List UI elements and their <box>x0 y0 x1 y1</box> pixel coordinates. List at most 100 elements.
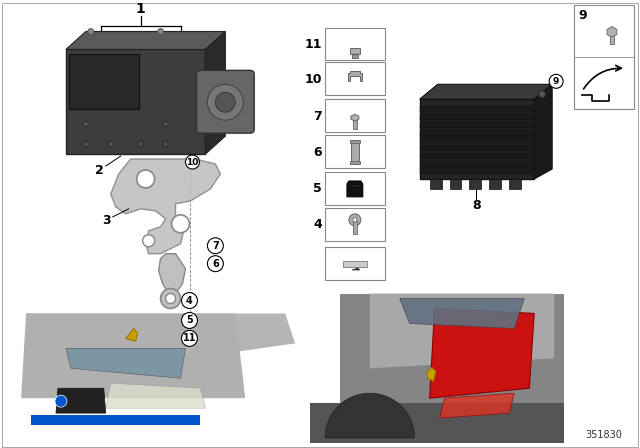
Polygon shape <box>420 161 534 167</box>
Text: 4: 4 <box>186 296 193 306</box>
Circle shape <box>356 185 358 187</box>
Text: 7: 7 <box>212 241 219 251</box>
Bar <box>350 161 360 164</box>
Bar <box>325 27 385 60</box>
Text: 351830: 351830 <box>586 430 623 440</box>
Circle shape <box>137 170 155 188</box>
Circle shape <box>163 142 168 146</box>
Circle shape <box>549 74 563 88</box>
Bar <box>325 247 385 280</box>
Circle shape <box>186 155 200 169</box>
Polygon shape <box>310 403 564 443</box>
Circle shape <box>207 238 223 254</box>
FancyBboxPatch shape <box>196 70 254 133</box>
Polygon shape <box>427 367 436 381</box>
Text: 11: 11 <box>183 333 196 344</box>
Polygon shape <box>607 26 617 38</box>
Circle shape <box>182 331 198 346</box>
Polygon shape <box>490 179 501 189</box>
Polygon shape <box>420 153 534 159</box>
Circle shape <box>207 84 243 120</box>
Polygon shape <box>470 179 481 189</box>
Text: 6: 6 <box>314 146 322 159</box>
Polygon shape <box>420 106 534 112</box>
Polygon shape <box>351 114 359 121</box>
Polygon shape <box>420 145 534 151</box>
Bar <box>353 221 357 234</box>
Circle shape <box>354 185 356 187</box>
Circle shape <box>353 218 357 222</box>
Polygon shape <box>534 84 552 179</box>
Bar <box>325 172 385 205</box>
Polygon shape <box>509 179 521 189</box>
Bar <box>325 99 385 132</box>
Bar <box>610 36 614 44</box>
Circle shape <box>207 256 223 271</box>
Polygon shape <box>6 293 305 443</box>
Polygon shape <box>429 179 442 189</box>
Bar <box>352 54 358 58</box>
Polygon shape <box>420 168 534 174</box>
Circle shape <box>161 289 180 309</box>
Polygon shape <box>420 84 552 99</box>
Polygon shape <box>420 130 534 136</box>
Circle shape <box>216 92 236 112</box>
Text: 9: 9 <box>578 9 587 22</box>
Bar <box>343 261 367 267</box>
Text: 2: 2 <box>95 164 104 177</box>
Circle shape <box>539 91 546 98</box>
Bar <box>350 48 360 54</box>
Text: 7: 7 <box>313 110 322 123</box>
Circle shape <box>352 185 354 187</box>
Circle shape <box>182 313 198 328</box>
Polygon shape <box>347 181 363 197</box>
Circle shape <box>83 142 88 146</box>
Polygon shape <box>420 114 534 120</box>
Polygon shape <box>440 393 515 418</box>
Polygon shape <box>429 309 534 398</box>
Text: 8: 8 <box>472 199 481 212</box>
Text: 11: 11 <box>305 38 322 51</box>
Text: 6: 6 <box>212 258 219 269</box>
Circle shape <box>163 122 168 127</box>
Wedge shape <box>325 393 415 438</box>
Polygon shape <box>159 254 186 293</box>
Text: 5: 5 <box>313 182 322 195</box>
Text: 1: 1 <box>136 2 145 16</box>
Polygon shape <box>21 314 245 398</box>
Text: 3: 3 <box>102 214 111 227</box>
Circle shape <box>349 214 361 226</box>
Circle shape <box>108 142 113 146</box>
Circle shape <box>157 29 164 34</box>
Polygon shape <box>111 159 220 254</box>
Polygon shape <box>400 298 524 328</box>
Bar <box>574 4 634 109</box>
Text: 4: 4 <box>313 218 322 231</box>
Polygon shape <box>66 31 225 49</box>
Polygon shape <box>205 31 225 154</box>
Bar <box>325 208 385 241</box>
Polygon shape <box>106 383 205 408</box>
Text: 10: 10 <box>305 73 322 86</box>
Text: 5: 5 <box>186 315 193 325</box>
Bar <box>69 54 139 109</box>
Circle shape <box>182 293 198 309</box>
Polygon shape <box>125 328 138 341</box>
Circle shape <box>143 235 155 247</box>
Polygon shape <box>310 293 564 443</box>
Bar <box>351 140 359 164</box>
Circle shape <box>138 142 143 146</box>
Text: 9: 9 <box>553 77 559 86</box>
Bar <box>66 49 205 154</box>
Text: 10: 10 <box>186 158 198 167</box>
Circle shape <box>358 185 360 187</box>
Circle shape <box>172 215 189 233</box>
Bar <box>325 135 385 168</box>
Bar <box>325 62 385 95</box>
Polygon shape <box>340 293 564 443</box>
Polygon shape <box>449 179 461 189</box>
Circle shape <box>349 185 352 187</box>
Polygon shape <box>370 293 554 368</box>
Bar <box>353 119 357 129</box>
Polygon shape <box>420 99 534 179</box>
